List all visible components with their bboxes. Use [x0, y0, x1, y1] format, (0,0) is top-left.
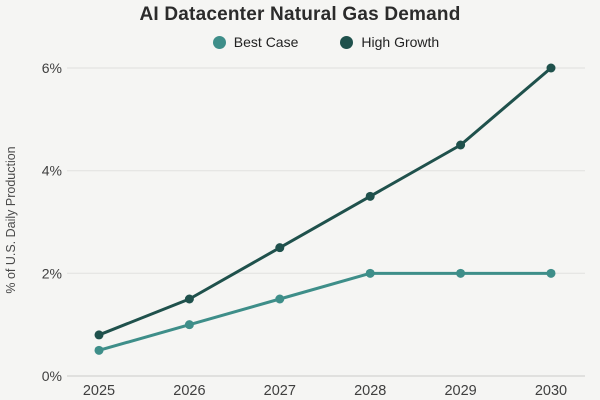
y-tick-label: 0%: [42, 368, 62, 384]
data-point-high-growth-2027: [275, 243, 285, 253]
x-tick-label-2030: 2030: [535, 383, 567, 399]
data-point-high-growth-2028: [365, 191, 375, 201]
x-tick-label-2026: 2026: [173, 383, 205, 399]
data-point-best-case-2025: [94, 345, 104, 355]
x-tick-label-2027: 2027: [264, 383, 296, 399]
x-tick-label-2025: 2025: [83, 383, 115, 399]
series-line-high-growth: [97, 66, 553, 337]
data-point-high-growth-2029: [456, 140, 466, 150]
data-point-best-case-2030: [546, 268, 556, 278]
y-tick-label: 6%: [42, 60, 62, 76]
data-point-best-case-2026: [184, 320, 194, 330]
data-point-best-case-2027: [275, 294, 285, 304]
x-tick-label-2028: 2028: [354, 383, 386, 399]
y-tick-label: 4%: [42, 163, 62, 179]
data-point-high-growth-2026: [184, 294, 194, 304]
data-point-best-case-2028: [365, 268, 375, 278]
chart-title: AI Datacenter Natural Gas Demand: [139, 4, 461, 25]
x-tick-label-2029: 2029: [444, 383, 476, 399]
legend-item-best-case[interactable]: Best Case: [212, 34, 299, 50]
legend: Best Case High Growth: [67, 32, 585, 52]
legend-item-high-growth[interactable]: High Growth: [340, 34, 439, 50]
legend-dot-icon: [340, 35, 354, 49]
y-tick-label: 2%: [42, 265, 62, 281]
legend-label: High Growth: [361, 34, 440, 50]
series-line-best-case: [97, 271, 553, 352]
legend-dot-icon: [212, 35, 226, 49]
data-point-best-case-2029: [456, 268, 466, 278]
data-point-high-growth-2025: [94, 330, 104, 340]
data-point-high-growth-2030: [546, 63, 556, 73]
legend-label: Best Case: [233, 34, 299, 50]
